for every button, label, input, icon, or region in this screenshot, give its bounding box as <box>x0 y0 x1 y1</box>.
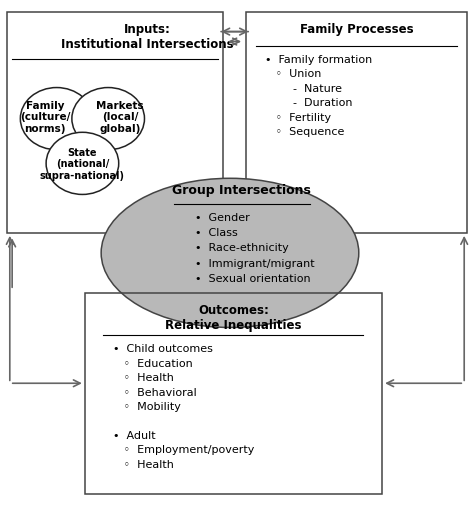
Text: State
(national/
supra-national): State (national/ supra-national) <box>40 147 125 181</box>
Bar <box>8 13 223 233</box>
Text: Markets
(local/
global): Markets (local/ global) <box>96 100 144 133</box>
Text: •  Gender
•  Class
•  Race-ethnicity
•  Immigrant/migrant
•  Sexual orientation: • Gender • Class • Race-ethnicity • Immi… <box>195 213 314 283</box>
Text: •  Family formation
   ◦  Union
        -  Nature
        -  Duration
   ◦  Fert: • Family formation ◦ Union - Nature - Du… <box>265 55 373 137</box>
Ellipse shape <box>72 88 145 150</box>
Text: Group Intersections: Group Intersections <box>172 184 311 197</box>
Text: Family Processes: Family Processes <box>300 23 413 35</box>
Ellipse shape <box>20 88 93 150</box>
Text: Family
(culture/
norms): Family (culture/ norms) <box>20 100 70 133</box>
Text: •  Child outcomes
   ◦  Education
   ◦  Health
   ◦  Behavioral
   ◦  Mobility

: • Child outcomes ◦ Education ◦ Health ◦ … <box>113 344 254 469</box>
Text: Outcomes:
Relative Inequalities: Outcomes: Relative Inequalities <box>165 303 302 331</box>
Bar <box>246 13 466 233</box>
Bar <box>85 293 382 494</box>
Ellipse shape <box>101 179 359 328</box>
Text: Inputs:
Institutional Intersections: Inputs: Institutional Intersections <box>61 23 234 50</box>
Ellipse shape <box>46 133 118 195</box>
